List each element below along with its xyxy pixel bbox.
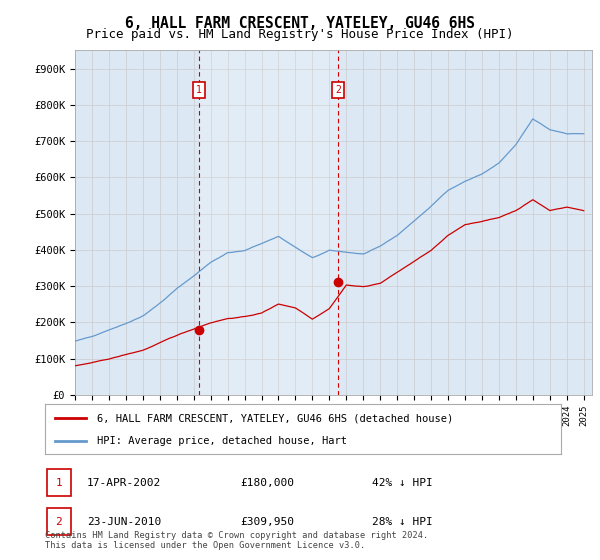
Text: 6, HALL FARM CRESCENT, YATELEY, GU46 6HS: 6, HALL FARM CRESCENT, YATELEY, GU46 6HS	[125, 16, 475, 31]
Text: £180,000: £180,000	[240, 478, 294, 488]
Text: Contains HM Land Registry data © Crown copyright and database right 2024.
This d: Contains HM Land Registry data © Crown c…	[45, 530, 428, 550]
Text: 2: 2	[335, 85, 341, 95]
Text: 2: 2	[55, 517, 62, 527]
Text: 1: 1	[196, 85, 202, 95]
Text: 23-JUN-2010: 23-JUN-2010	[87, 517, 161, 527]
Bar	[199, 50, 338, 395]
Text: HPI: Average price, detached house, Hart: HPI: Average price, detached house, Hart	[97, 436, 347, 446]
Text: 6, HALL FARM CRESCENT, YATELEY, GU46 6HS (detached house): 6, HALL FARM CRESCENT, YATELEY, GU46 6HS…	[97, 413, 453, 423]
Text: Price paid vs. HM Land Registry's House Price Index (HPI): Price paid vs. HM Land Registry's House …	[86, 28, 514, 41]
Text: 17-APR-2002: 17-APR-2002	[87, 478, 161, 488]
Text: 1: 1	[55, 478, 62, 488]
Text: 42% ↓ HPI: 42% ↓ HPI	[372, 478, 433, 488]
Text: 28% ↓ HPI: 28% ↓ HPI	[372, 517, 433, 527]
Text: £309,950: £309,950	[240, 517, 294, 527]
